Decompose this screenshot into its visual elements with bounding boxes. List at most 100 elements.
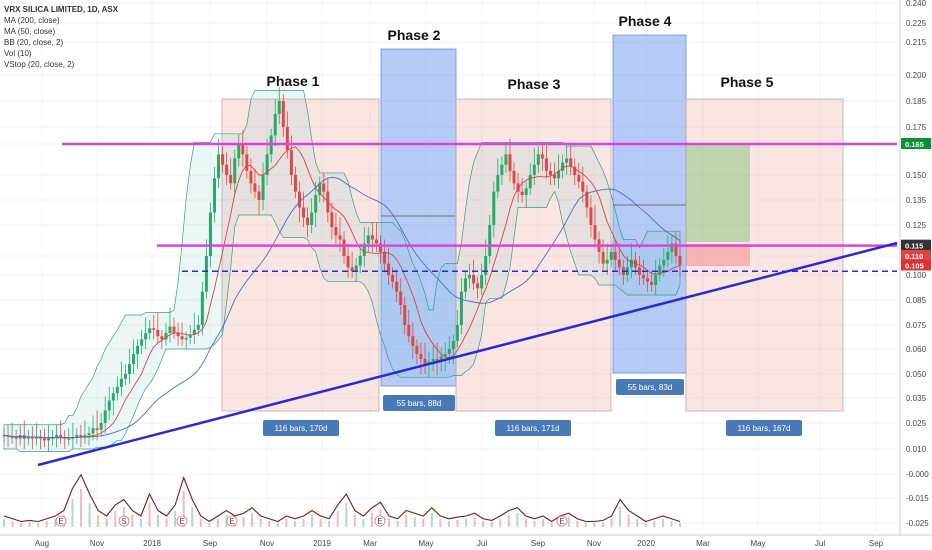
y-tick-label: 0.025 — [906, 419, 927, 428]
candle-body — [439, 356, 443, 362]
candle-body — [585, 191, 589, 208]
candle-body — [488, 225, 492, 256]
ma50-line — [3, 146, 681, 439]
candle-body — [237, 144, 241, 159]
candle-body — [561, 162, 565, 171]
legend-ma200[interactable]: MA (200, close) — [4, 16, 60, 25]
event-marker — [226, 515, 238, 527]
candle-body — [188, 334, 192, 338]
phase-label-2: Phase 2 — [388, 27, 441, 43]
candle-body — [403, 305, 407, 325]
candle-body — [306, 217, 310, 225]
x-tick-label: Jul — [815, 539, 825, 548]
y-tick-label: 0.185 — [906, 97, 927, 106]
candle-body — [362, 243, 366, 256]
legend-bb[interactable]: BB (20, close, 2) — [4, 38, 64, 47]
candle-body — [617, 259, 621, 268]
candle-body — [30, 436, 34, 439]
price-tag-label-3: 0.110 — [905, 252, 923, 261]
candle-body — [678, 256, 682, 266]
candle-body — [658, 265, 662, 275]
candle-body — [322, 183, 326, 192]
candle-body — [387, 263, 391, 275]
candle-body — [370, 235, 374, 240]
candle-body — [293, 175, 297, 192]
legend-vol[interactable]: Vol (10) — [4, 49, 32, 58]
candle-body — [111, 393, 115, 401]
candle-body — [463, 278, 467, 292]
candle-body — [512, 170, 516, 184]
candle-body — [87, 433, 91, 436]
bars-box-5 — [726, 420, 802, 436]
candle-body — [208, 212, 212, 256]
candle-body — [593, 225, 597, 240]
y-tick-label: 0.060 — [906, 345, 927, 354]
y-tick-label: 0.100 — [906, 271, 927, 280]
y-tick-label: 0.085 — [906, 296, 927, 305]
candle-body — [249, 170, 253, 184]
x-tick-label: Sep — [869, 539, 884, 548]
candle-body — [407, 325, 411, 337]
bars-box-1 — [263, 420, 339, 436]
candle-body — [431, 359, 435, 362]
event-marker-label: S — [121, 517, 126, 526]
candle-body — [55, 435, 59, 437]
candle-body — [536, 154, 540, 165]
x-tick-label: Sep — [531, 539, 546, 548]
phase-label-4: Phase 4 — [619, 13, 672, 29]
candle-body — [314, 195, 318, 213]
candle-body — [472, 275, 476, 284]
candle-body — [123, 374, 127, 379]
candle-body — [484, 256, 488, 275]
x-tick-label: Mar — [363, 539, 377, 548]
candle-body — [245, 154, 249, 171]
candle-body — [107, 400, 111, 411]
candle-body — [601, 251, 605, 264]
candle-body — [289, 150, 293, 175]
candle-body — [443, 354, 447, 357]
candle-body — [330, 212, 334, 228]
x-tick-label: 2020 — [637, 539, 655, 548]
y-tick-label: 0.050 — [906, 370, 927, 379]
candle-body — [318, 183, 322, 195]
event-marker — [118, 515, 130, 527]
candle-body — [119, 378, 123, 387]
candle-body — [302, 207, 306, 218]
phase-region-1 — [221, 98, 380, 412]
event-marker-label: E — [179, 517, 184, 526]
candle-body — [297, 191, 301, 208]
candle-body — [532, 164, 536, 175]
candle-body — [516, 183, 520, 192]
candle-body — [95, 428, 99, 430]
candle-body — [257, 191, 261, 200]
y-tick-label: 0.240 — [906, 0, 927, 8]
legend-vstop[interactable]: VStop (20, close, 2) — [4, 60, 75, 69]
candle-body — [229, 175, 233, 184]
x-tick-label: Nov — [587, 539, 601, 548]
x-tick-label: Nov — [90, 539, 104, 548]
event-marker — [176, 515, 188, 527]
price-tag-2 — [901, 239, 931, 251]
phase-region-5 — [685, 98, 844, 412]
candle-body — [350, 267, 354, 272]
candle-body — [91, 428, 95, 434]
x-tick-label: May — [418, 539, 433, 548]
candle-body — [492, 191, 496, 225]
candle-body — [670, 243, 674, 252]
event-marker — [55, 515, 67, 527]
candle-body — [451, 341, 455, 349]
candle-body — [26, 436, 30, 439]
candle-body — [342, 239, 346, 256]
bars-box-2 — [383, 395, 455, 411]
price-tag-1 — [901, 138, 931, 149]
candle-body — [265, 154, 269, 175]
y-tick-label: -0.025 — [906, 519, 929, 528]
candle-body — [480, 275, 484, 289]
candle-body — [366, 235, 370, 244]
x-tick-label: 2019 — [313, 539, 331, 548]
candle-body — [140, 339, 144, 346]
legend-title: VRX SILICA LIMITED, 1D, ASX — [4, 5, 119, 14]
legend-ma50[interactable]: MA (50, close) — [4, 27, 56, 36]
candle-body — [646, 278, 650, 282]
